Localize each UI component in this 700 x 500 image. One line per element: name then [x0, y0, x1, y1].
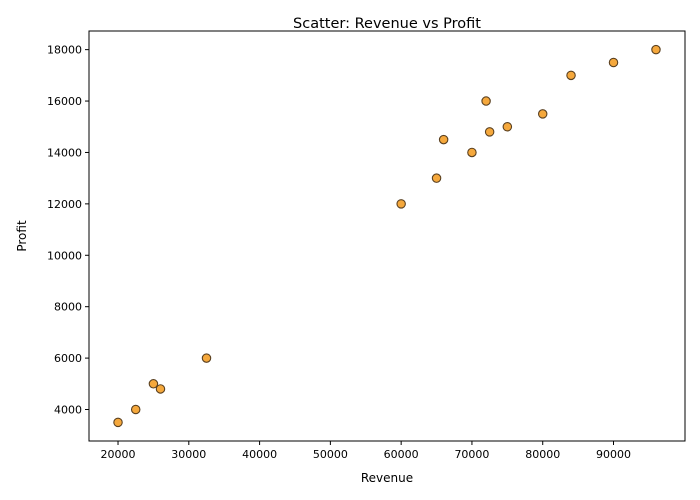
- x-tick-label: 90000: [596, 448, 631, 461]
- y-tick-label: 8000: [54, 301, 82, 314]
- data-point: [537, 109, 548, 119]
- y-axis-label: Profit: [15, 220, 29, 252]
- x-tick-label: 20000: [101, 448, 136, 461]
- y-tick-label: 18000: [47, 44, 82, 57]
- x-tick-label: 70000: [454, 448, 489, 461]
- data-point: [148, 379, 159, 389]
- y-tick-label: 6000: [54, 352, 82, 365]
- y-tick-label: 10000: [47, 249, 82, 262]
- data-point: [651, 44, 661, 55]
- y-tick-label: 4000: [54, 404, 82, 417]
- y-axis: 4000 6000 8000 10000 12000 14000 16000 18000: [47, 44, 89, 417]
- data-point: [484, 127, 495, 137]
- x-axis: 20000 30000 40000 50000 60000 70000 80000 90000: [101, 441, 631, 461]
- x-tick-label: 60000: [384, 448, 419, 461]
- y-tick-label: 12000: [47, 198, 82, 211]
- data-points: [113, 44, 661, 428]
- x-tick-label: 30000: [171, 448, 206, 461]
- data-point: [481, 96, 491, 106]
- data-point: [113, 417, 123, 428]
- data-point: [201, 353, 212, 363]
- data-point: [438, 134, 449, 145]
- x-tick-label: 50000: [313, 448, 348, 461]
- y-tick-label: 14000: [47, 146, 82, 159]
- x-tick-label: 80000: [525, 448, 560, 461]
- y-tick-label: 16000: [47, 95, 82, 108]
- data-point: [467, 147, 477, 158]
- data-point: [431, 173, 442, 183]
- x-tick-label: 40000: [242, 448, 277, 461]
- plot-area: [88, 30, 686, 442]
- data-point: [155, 384, 166, 394]
- plot-frame: [88, 30, 686, 442]
- chart-title: Scatter: Revenue vs Profit: [293, 16, 481, 32]
- x-axis-label: Revenue: [361, 471, 413, 485]
- data-point: [566, 70, 576, 81]
- data-point: [608, 57, 619, 68]
- data-point: [502, 122, 513, 132]
- data-point: [396, 199, 406, 209]
- data-point: [130, 404, 141, 415]
